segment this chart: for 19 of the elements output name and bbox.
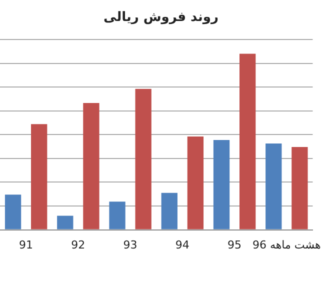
bar (187, 136, 204, 230)
bar (266, 144, 282, 230)
bar (57, 216, 74, 230)
bar (161, 192, 178, 230)
bar (239, 54, 256, 230)
bar (292, 147, 308, 230)
bar (83, 103, 100, 230)
x-tick-label: 95 (228, 238, 242, 252)
x-tick-label: 93 (123, 238, 138, 252)
bar (109, 202, 126, 230)
x-tick-label: 94 (175, 238, 190, 252)
bar (4, 194, 22, 230)
x-tick-label: 92 (71, 238, 86, 252)
bar (31, 124, 48, 230)
chart-title: روند فروش ریالی (104, 10, 218, 26)
bar (135, 88, 152, 230)
x-tick-label: 91 (19, 238, 34, 252)
bar (213, 140, 230, 230)
x-tick-label: هشت ماهه 96 (252, 238, 322, 252)
